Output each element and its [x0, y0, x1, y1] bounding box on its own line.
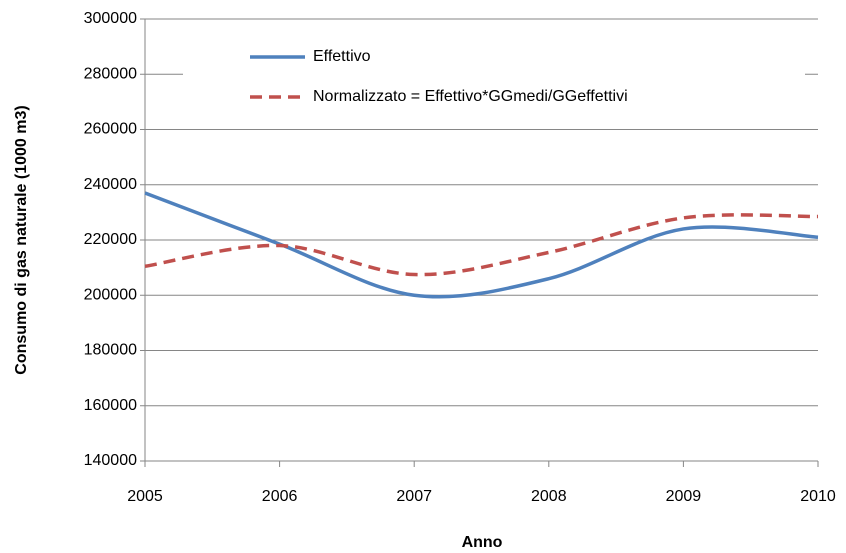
y-tick-label: 280000 [84, 65, 137, 82]
x-tick-label: 2005 [127, 488, 163, 505]
y-tick-label: 300000 [84, 10, 137, 27]
line-series [144, 213, 819, 277]
x-axis-label: Anno [462, 534, 503, 551]
legend-label: Normalizzato = Effettivo*GGmedi/GGeffett… [313, 88, 628, 105]
y-tick-label: 260000 [84, 121, 137, 138]
y-tick-label: 180000 [84, 342, 137, 359]
y-axis-label: Consumo di gas naturale (1000 m3) [13, 105, 30, 374]
y-tick-label: 140000 [84, 452, 137, 469]
legend-label: Effettivo [313, 48, 371, 65]
y-tick-label: 160000 [84, 397, 137, 414]
x-tick-label: 2006 [262, 488, 298, 505]
y-tick-label: 220000 [84, 231, 137, 248]
x-tick-label: 2008 [531, 488, 567, 505]
line-series [144, 191, 819, 299]
y-tick-label: 240000 [84, 176, 137, 193]
legend-background [183, 40, 805, 115]
x-tick-label: 2007 [396, 488, 432, 505]
x-tick-label: 2010 [800, 488, 836, 505]
y-tick-label: 200000 [84, 286, 137, 303]
x-tick-label: 2009 [666, 488, 702, 505]
